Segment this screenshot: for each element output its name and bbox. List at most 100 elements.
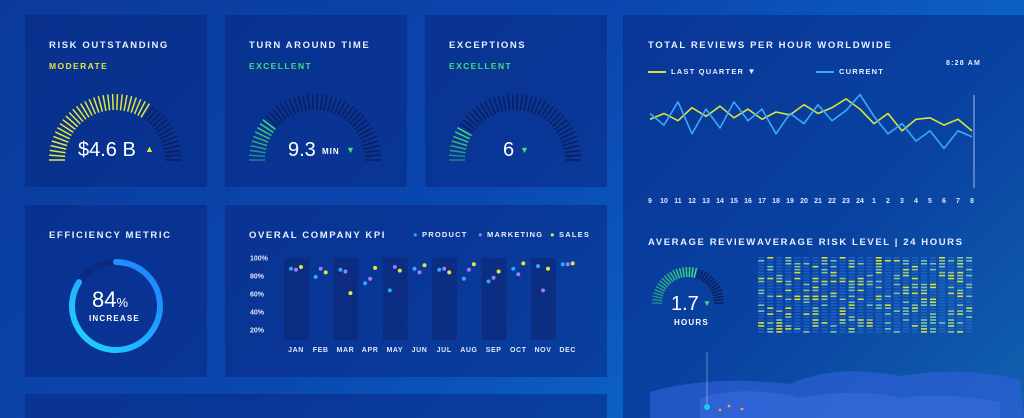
risk-cell bbox=[929, 319, 937, 321]
risk-cell bbox=[875, 313, 882, 315]
risk-cell bbox=[893, 304, 900, 307]
risk-cell bbox=[948, 313, 955, 315]
risk-cell bbox=[966, 292, 973, 295]
gauge-tick bbox=[652, 295, 663, 299]
risk-cell bbox=[902, 328, 909, 330]
risk-cell bbox=[875, 277, 882, 280]
risk-cell bbox=[875, 304, 882, 307]
risk-cell bbox=[776, 277, 783, 280]
gauge-tick bbox=[349, 111, 362, 125]
hour-tick: 20 bbox=[800, 198, 808, 205]
hour-tick: 10 bbox=[660, 198, 668, 205]
hour-tick: 23 bbox=[842, 198, 850, 205]
risk-cell bbox=[821, 304, 828, 307]
kpi-point bbox=[313, 274, 318, 279]
risk-cell bbox=[794, 265, 801, 268]
risk-cell bbox=[866, 319, 873, 321]
ring-progress bbox=[69, 259, 163, 353]
risk-cell bbox=[821, 286, 828, 289]
risk-cell bbox=[758, 289, 765, 292]
legend-marketing: ● MARKETING bbox=[478, 230, 543, 239]
risk-cell bbox=[794, 313, 801, 315]
risk-cell bbox=[803, 301, 810, 304]
risk-cell bbox=[911, 268, 918, 271]
gauge-tick bbox=[497, 95, 504, 112]
risk-cell bbox=[966, 274, 973, 277]
legend-last-quarter[interactable]: LAST QUARTER ▼ bbox=[648, 67, 757, 76]
risk-cell bbox=[948, 289, 955, 292]
kpi-x-tick: APR bbox=[362, 347, 379, 354]
risk-cell bbox=[893, 307, 900, 309]
risk-cell bbox=[911, 304, 918, 307]
risk-cell bbox=[848, 325, 855, 327]
risk-cell bbox=[911, 289, 918, 292]
avg-risk-title: AVERAGE RISK LEVEL | 24 HOURS bbox=[757, 237, 964, 248]
gauge-tick bbox=[275, 105, 287, 120]
risk-cell bbox=[966, 295, 973, 298]
risk-cell bbox=[857, 274, 864, 277]
risk-cell bbox=[794, 331, 801, 333]
gauge-tick bbox=[288, 98, 297, 115]
risk-cell bbox=[920, 325, 927, 327]
risk-cell bbox=[776, 280, 783, 283]
risk-cell bbox=[803, 319, 810, 321]
risk-cell bbox=[957, 274, 964, 277]
risk-cell bbox=[875, 331, 882, 333]
risk-cell bbox=[803, 277, 810, 280]
risk-cell bbox=[758, 331, 765, 333]
risk-cell bbox=[929, 280, 937, 283]
risk-cell bbox=[884, 331, 891, 333]
risk-cell bbox=[920, 259, 927, 262]
kpi-point bbox=[323, 270, 328, 275]
risk-cell bbox=[776, 331, 783, 333]
risk-cell bbox=[948, 301, 955, 304]
risk-cell bbox=[920, 304, 927, 307]
risk-cell bbox=[785, 310, 792, 312]
risk-cell bbox=[939, 328, 946, 330]
risk-cell bbox=[830, 271, 837, 274]
hour-tick: 14 bbox=[716, 198, 724, 205]
avg-review-unit: HOURS bbox=[674, 318, 709, 327]
kpi-point bbox=[486, 279, 491, 284]
risk-cell bbox=[948, 280, 955, 283]
efficiency-title: EFFICIENCY METRIC bbox=[49, 230, 172, 241]
risk-cell bbox=[857, 265, 864, 268]
risk-cell bbox=[966, 280, 973, 283]
risk-cell bbox=[893, 280, 900, 283]
risk-cell bbox=[803, 328, 810, 330]
gauge-tick bbox=[695, 268, 701, 279]
risk-cell bbox=[857, 277, 864, 280]
risk-cell bbox=[812, 307, 819, 309]
risk-cell bbox=[758, 283, 765, 286]
risk-cell bbox=[794, 319, 801, 321]
hour-tick: 17 bbox=[758, 198, 766, 205]
risk-cell bbox=[866, 304, 873, 307]
risk-cell bbox=[939, 280, 946, 283]
legend-marketing-label: MARKETING bbox=[487, 230, 544, 239]
risk-cell bbox=[767, 268, 774, 271]
risk-cell bbox=[902, 307, 909, 309]
risk-cell bbox=[875, 286, 882, 289]
map-dot bbox=[727, 404, 731, 408]
risk-cell bbox=[866, 280, 873, 283]
map-dot bbox=[740, 407, 744, 411]
risk-cell bbox=[948, 271, 955, 274]
kpi-x-tick: NOV bbox=[535, 347, 552, 354]
risk-cell bbox=[785, 331, 792, 333]
risk-cell bbox=[785, 286, 792, 289]
gauge-tick bbox=[154, 119, 168, 131]
risk-cell bbox=[957, 298, 964, 301]
risk-cell bbox=[830, 277, 837, 280]
trend-down-icon: ▼ bbox=[346, 145, 355, 155]
gauge-tick bbox=[326, 95, 333, 112]
risk-cell bbox=[767, 325, 774, 327]
risk-cell bbox=[948, 286, 955, 289]
risk-cell bbox=[929, 304, 937, 307]
risk-cell bbox=[848, 289, 855, 292]
risk-cell bbox=[884, 313, 891, 315]
hour-tick: 3 bbox=[900, 198, 904, 205]
gauge-tick bbox=[465, 115, 479, 128]
risk-cell bbox=[803, 304, 810, 307]
risk-cell bbox=[884, 280, 891, 283]
